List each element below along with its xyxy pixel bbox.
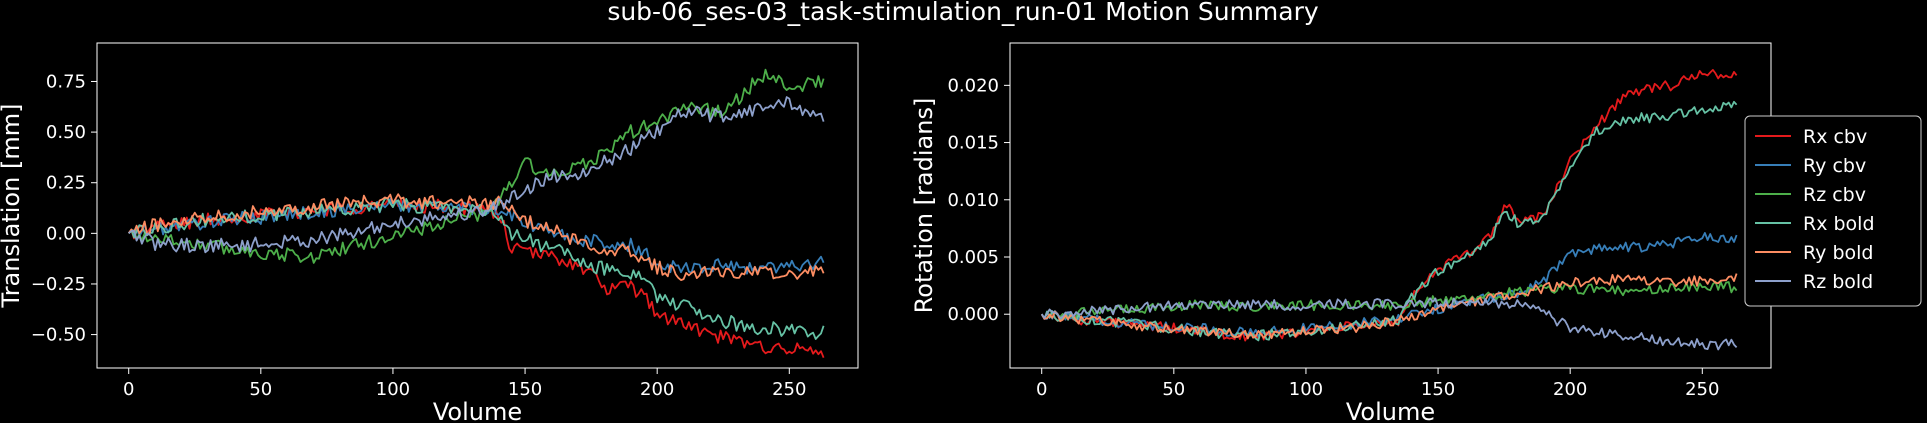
y-tick-label: 0.50 (46, 122, 86, 143)
x-tick-label: 100 (1289, 379, 1323, 400)
series-line-rx-bold (1040, 100, 1738, 342)
series-line-ry-cbv (128, 198, 825, 275)
x-tick-label: 200 (640, 379, 674, 400)
x-axis-label: Volume (1346, 398, 1435, 423)
y-tick-label: 0.000 (947, 304, 999, 325)
y-tick-label: 0.005 (947, 247, 999, 268)
y-tick-label: −0.50 (31, 325, 86, 346)
rotation-plot: 0 50 100 150 200 250 0.000 0.005 0.010 0.015 0.020… (910, 42, 1772, 423)
y-tick-label: 0.015 (947, 133, 999, 154)
x-tick-label: 100 (376, 379, 410, 400)
x-tick-label: 0 (1036, 379, 1047, 400)
axes-frame (96, 42, 859, 369)
y-tick-label: 0.020 (947, 75, 999, 96)
legend-entry-label: Ry cbv (1803, 155, 1866, 177)
series-line-rz-bold (1040, 297, 1738, 351)
legend-entry-label: Ry bold (1803, 242, 1873, 264)
series-line-rx-cbv (128, 198, 825, 359)
legend-entry-label: Rx cbv (1803, 126, 1867, 148)
y-tick-label: 0.75 (46, 71, 86, 92)
y-axis-label: Rotation [radians] (910, 98, 938, 314)
x-tick-label: 150 (1421, 379, 1455, 400)
figure-title: sub-06_ses-03_task-stimulation_run-01 Mo… (607, 0, 1319, 26)
legend-box (1744, 115, 1922, 307)
x-tick-label: 250 (772, 379, 806, 400)
series-line-rz-cbv (128, 68, 825, 264)
y-axis-label: Translation [mm] (0, 104, 25, 309)
y-tick-label: 0.25 (46, 173, 86, 194)
y-tick-label: 0.010 (947, 190, 999, 211)
legend: Rx cbv Ry cbv Rz cbv Rx bold Ry bold Rz bold (1744, 115, 1922, 307)
legend-entry-label: Rz bold (1803, 271, 1873, 293)
x-tick-label: 50 (249, 379, 272, 400)
translation-plot: 0 50 100 150 200 250 −0.50 −0.25 0.00 0.25 0.50 0.7… (0, 42, 859, 423)
series-line-rz-bold (128, 96, 825, 254)
x-tick-label: 150 (508, 379, 542, 400)
legend-entry-label: Rx bold (1803, 213, 1875, 235)
x-tick-label: 0 (123, 379, 134, 400)
y-tick-label: −0.25 (31, 274, 86, 295)
legend-entry-label: Rz cbv (1803, 184, 1866, 206)
x-tick-label: 250 (1685, 379, 1719, 400)
x-tick-label: 50 (1162, 379, 1185, 400)
y-tick-label: 0.00 (46, 223, 86, 244)
x-axis-label: Volume (433, 398, 522, 423)
x-tick-label: 200 (1553, 379, 1587, 400)
series-line-ry-bold (1040, 273, 1738, 340)
series-line-ry-bold (127, 193, 825, 281)
